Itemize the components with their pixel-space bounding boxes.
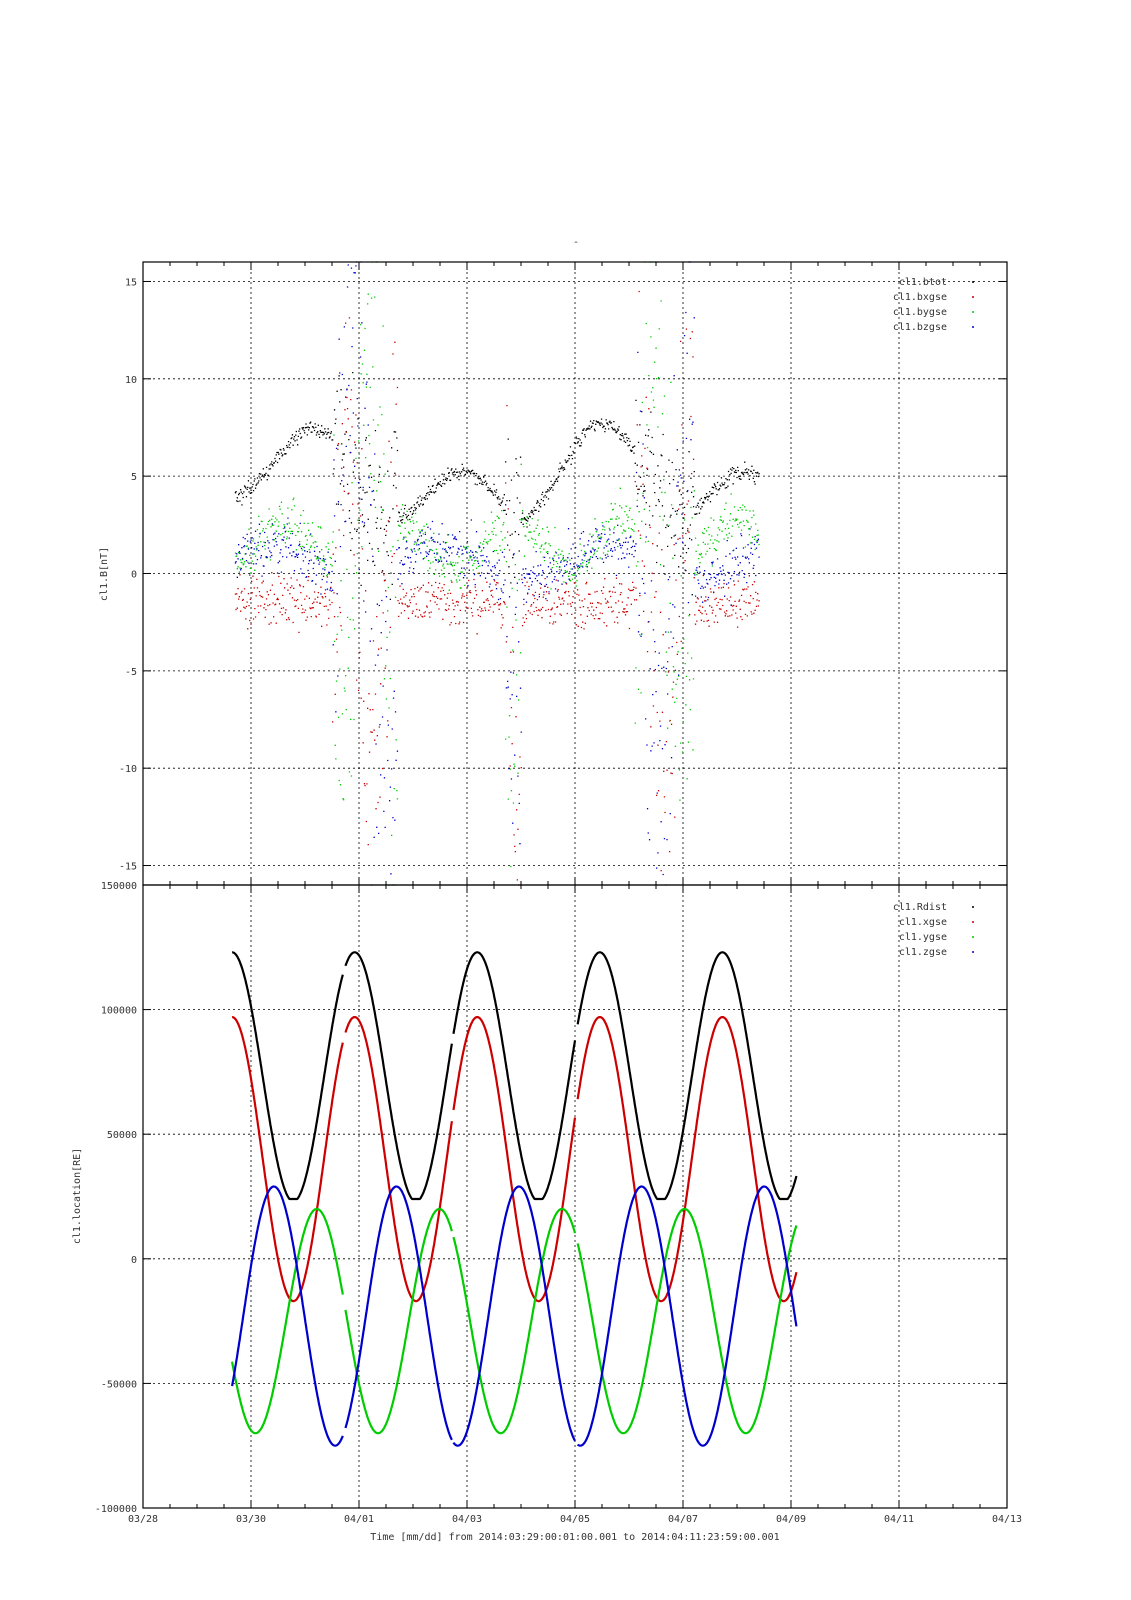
location-grid xyxy=(143,884,1007,1509)
series-cl1-ygse xyxy=(231,1207,344,1435)
series-cl1-bxgse xyxy=(234,290,760,886)
series-cl1-zgse xyxy=(698,1185,798,1447)
x-tick-label: 04/11 xyxy=(884,1514,914,1525)
y-tick-label: 0 xyxy=(131,1255,137,1266)
y-tick-label: 15 xyxy=(125,277,137,288)
legend-marker xyxy=(972,326,974,328)
y-tick-label: -100000 xyxy=(95,1504,137,1515)
legend-label: cl1.zgse xyxy=(899,947,947,958)
legend-label: cl1.bzgse xyxy=(893,322,947,333)
x-tick-label: 04/07 xyxy=(668,1514,698,1525)
series-cl1-bygse xyxy=(234,261,760,886)
y-tick-label: -5 xyxy=(125,667,137,678)
y-tick-label: -10 xyxy=(119,764,137,775)
x-tick-label: 04/09 xyxy=(776,1514,806,1525)
series-cl1-xgse xyxy=(344,1015,453,1303)
legend-label: cl1.xgse xyxy=(899,917,947,928)
series-cl1-ygse xyxy=(698,1225,798,1435)
y-tick-label: -15 xyxy=(119,862,137,873)
y-tick-label: -50000 xyxy=(101,1379,137,1390)
legend-marker xyxy=(972,281,974,283)
x-tick-label: 03/30 xyxy=(236,1514,266,1525)
series-cl1-Rdist xyxy=(232,951,344,1201)
location-panel: -100000 -50000 0 50000 100000 150000 03/28 03/3… xyxy=(72,881,1022,1543)
magnetic-field-data xyxy=(234,261,760,886)
series-cl1-Rdist xyxy=(344,951,453,1201)
y-tick-label: 0 xyxy=(131,570,137,581)
series-cl1-zgse xyxy=(452,1185,576,1447)
series-cl1-ygse xyxy=(452,1207,577,1435)
legend-label: cl1.btot xyxy=(899,277,947,288)
magnetic-field-grid xyxy=(143,262,1007,885)
series-cl1-btot xyxy=(234,371,760,601)
legend-marker xyxy=(972,296,974,298)
x-tick-label: 04/03 xyxy=(452,1514,482,1525)
y-tick-label: 150000 xyxy=(101,881,137,892)
legend-label: cl1.bxgse xyxy=(893,292,947,303)
series-cl1-xgse xyxy=(452,1015,577,1303)
legend-label: cl1.bygse xyxy=(893,307,947,318)
x-tick-label: 04/13 xyxy=(992,1514,1022,1525)
magnetic-field-y-axis-label: cl1.B[nT] xyxy=(99,547,110,601)
series-cl1-zgse xyxy=(231,1185,344,1447)
y-tick-label: 50000 xyxy=(107,1130,137,1141)
x-tick-label: 04/01 xyxy=(344,1514,374,1525)
magnetic-field-legend: cl1.btot cl1.bxgse cl1.bygse cl1.bzgse xyxy=(893,277,974,333)
y-tick-label: 100000 xyxy=(101,1006,137,1017)
legend-marker xyxy=(972,951,974,953)
chart-title: - xyxy=(573,237,579,248)
magnetic-field-ticks: -15 -10 -5 0 5 10 15 xyxy=(119,262,1008,885)
series-cl1-Rdist xyxy=(576,951,701,1201)
series-cl1-bzgse xyxy=(234,261,760,886)
series-cl1-ygse xyxy=(576,1207,701,1435)
series-cl1-zgse xyxy=(344,1185,453,1441)
location-y-axis-label: cl1.location[RE] xyxy=(72,1148,83,1244)
series-cl1-xgse xyxy=(232,1015,344,1303)
legend-marker xyxy=(972,311,974,313)
x-tick-label: 04/05 xyxy=(560,1514,590,1525)
x-axis-label: Time [mm/dd] from 2014:03:29:00:01:00.00… xyxy=(370,1532,779,1543)
legend-marker xyxy=(972,906,974,908)
series-cl1-ygse xyxy=(344,1207,453,1435)
location-data xyxy=(231,951,798,1447)
y-tick-label: 5 xyxy=(131,472,137,483)
location-ticks: -100000 -50000 0 50000 100000 150000 03/28 03/3… xyxy=(95,881,1022,1525)
legend-marker xyxy=(972,936,974,938)
series-cl1-Rdist xyxy=(452,951,577,1201)
y-tick-label: 10 xyxy=(125,375,137,386)
magnetic-field-panel: -15 -10 -5 0 5 10 15 cl1.B[nT] cl1.btot cl1.bxg… xyxy=(99,261,1008,886)
legend-marker xyxy=(972,921,974,923)
legend-label: cl1.Rdist xyxy=(893,902,947,913)
series-cl1-xgse xyxy=(576,1015,701,1303)
x-tick-label: 03/28 xyxy=(128,1514,158,1525)
series-cl1-Rdist xyxy=(698,951,798,1201)
legend-label: cl1.ygse xyxy=(899,932,947,943)
location-legend: cl1.Rdist cl1.xgse cl1.ygse cl1.zgse xyxy=(893,902,974,958)
series-cl1-zgse xyxy=(576,1185,701,1447)
